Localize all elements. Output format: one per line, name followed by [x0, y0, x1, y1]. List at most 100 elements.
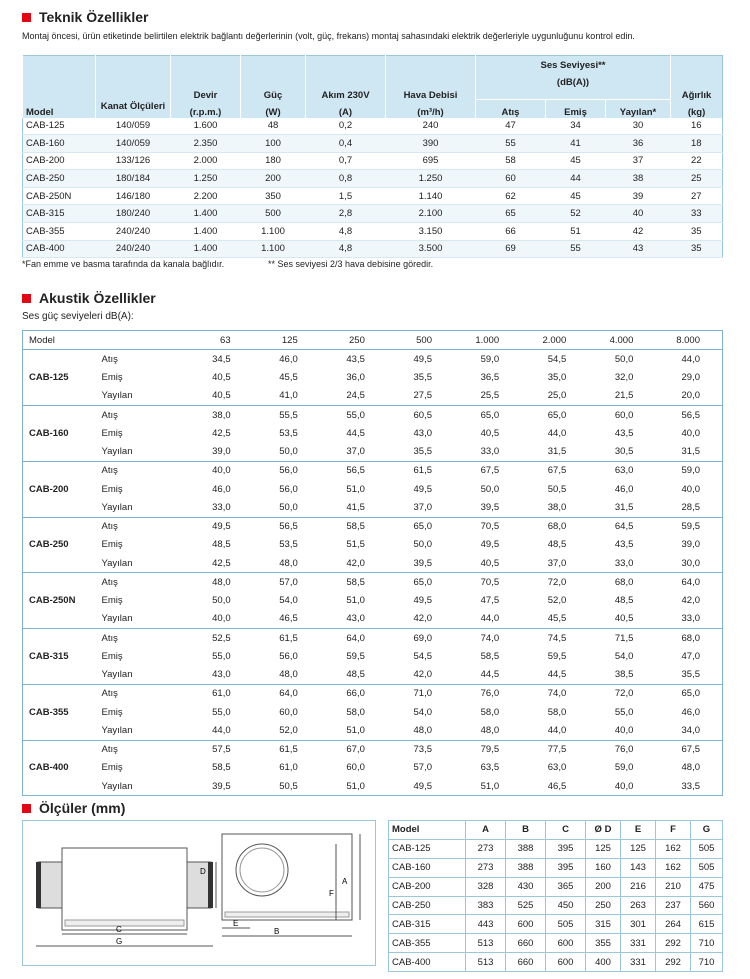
cell: 33,0 [480, 446, 500, 458]
cell: 37,0 [346, 446, 365, 458]
cell: 62 [475, 187, 546, 206]
cell: 42 [605, 222, 671, 241]
cell: 20,0 [681, 390, 701, 402]
tech-table: Model Kanat Ölçüleri Devir (r.p.m.) Güç (W) Ak… [22, 55, 724, 259]
cell: 58 [475, 152, 546, 171]
data-row: CAB-200 Atış 40,0 56,0 56,5 61,5 67,5 67,5 63,0 5… [22, 460, 723, 517]
data-row: Yayılan 40,5 41,0 24,5 27,5 25,5 25,0 21,5 20,0 [23, 387, 723, 406]
cell: 35 [670, 240, 723, 259]
cell: 58,5 [319, 516, 387, 536]
cell: 51,0 [346, 780, 365, 792]
cell: 1.140 [385, 187, 476, 206]
header-text: (r.p.m.) [189, 106, 222, 118]
cell: 39,0 [212, 446, 231, 458]
cell: 55,0 [319, 405, 387, 425]
cell: 31,5 [614, 501, 634, 513]
cell: 36,0 [346, 372, 365, 384]
cell: 70,5 [454, 572, 522, 592]
cell: 35,5 [681, 669, 701, 681]
data-row: Emiş 58,5 61,0 60,0 57,0 63,5 63,0 59,0 48,0 [23, 759, 723, 777]
row-label: Atış [95, 516, 186, 536]
acoustic-table: Model 63 125 250 500 1.000 2.000 4.000 8.000 CAB-… [22, 330, 723, 797]
cell: CAB-200 [388, 876, 466, 897]
cell: CAB-250 [388, 895, 466, 916]
cell: 66,0 [319, 683, 387, 703]
dim-label: F [329, 889, 334, 898]
cell: 273 [465, 838, 506, 859]
cell: 200 [240, 169, 306, 188]
data-row: CAB-315 443 600 505 315 301 264 615 [388, 914, 723, 935]
cell: 44,0 [681, 353, 701, 365]
data-row: CAB-125 140/059 1.600 48 0,2 240 47 34 30 16 [22, 117, 723, 136]
header-text: Devir [193, 89, 218, 101]
cell: 67,0 [319, 739, 387, 759]
cell: 60,0 [588, 405, 656, 425]
title: Akustik Özellikler [39, 290, 156, 306]
data-row: CAB-355 Atış 61,0 64,0 66,0 71,0 76,0 74,0 72,0 6… [22, 683, 723, 740]
cell: 57,0 [413, 762, 433, 774]
data-row: Yayılan 40,0 46,5 43,0 42,0 44,0 45,5 40,5 33,0 [23, 610, 723, 629]
cell: 43,0 [346, 613, 365, 625]
cell: 74,0 [521, 683, 589, 703]
cell: 45,5 [547, 613, 567, 625]
cell: 38,5 [614, 669, 634, 681]
cell: 65,0 [386, 516, 454, 536]
cell: 1.250 [385, 169, 476, 188]
cell: 22 [670, 152, 723, 171]
cell: CAB-355 [388, 933, 466, 954]
cell: 1.400 [170, 222, 241, 241]
cell: 42,0 [681, 595, 701, 607]
cell: 2.200 [170, 187, 241, 206]
model-cell: CAB-250 [22, 516, 96, 573]
cell: 35,5 [413, 372, 433, 384]
cell: 355 [585, 933, 621, 954]
cell: 45 [545, 152, 606, 171]
cell: 395 [545, 838, 586, 859]
cell: 33,5 [681, 780, 701, 792]
cell: 505 [545, 914, 586, 935]
cell: 35 [670, 222, 723, 241]
cell: 77,5 [521, 739, 589, 759]
cell: 40,5 [480, 427, 500, 439]
header-cell: Ağırlık (kg) [670, 55, 723, 118]
cell: 65,0 [386, 572, 454, 592]
header-text: Hava Debisi [403, 89, 458, 101]
cell: 18 [670, 134, 723, 153]
header-cell: C [545, 820, 586, 840]
cell: 200 [585, 876, 621, 897]
cell: 43,5 [614, 539, 634, 551]
cell: 37 [605, 152, 671, 171]
cell: CAB-400 [388, 952, 466, 973]
cell: 39,5 [212, 780, 231, 792]
cell: 69,0 [386, 628, 454, 648]
cell: 0,8 [305, 169, 386, 188]
header-cell: Yayılan* [604, 99, 671, 118]
cell: 68,0 [588, 572, 656, 592]
row-label: Yayılan [101, 669, 133, 681]
model-cell: CAB-250N [22, 572, 96, 629]
cell: 56,5 [319, 460, 387, 480]
cell: 710 [690, 933, 723, 954]
data-row: Yayılan 42,5 48,0 42,0 39,5 40,5 37,0 33,0 30,0 [23, 554, 723, 573]
header-cell: Ses Seviyesi** (dB(A)) [474, 55, 671, 100]
cell: 67,5 [521, 460, 589, 480]
data-row: CAB-160 140/059 2.350 100 0,4 390 55 41 36 18 [22, 134, 723, 153]
model-cell: CAB-355 [22, 683, 96, 740]
cell: 33,0 [681, 613, 701, 625]
cell: CAB-315 [388, 914, 466, 935]
header-cell: Atış [475, 99, 546, 118]
cell: 65,0 [655, 683, 723, 703]
cell: 695 [385, 152, 476, 171]
cell: 47 [475, 117, 546, 136]
header-cell: 63 [185, 330, 253, 351]
cell: 33,0 [212, 501, 231, 513]
row-label: Atış [95, 460, 186, 480]
data-row: CAB-355 240/240 1.400 1.100 4,8 3.150 66 51 42 35 [22, 222, 723, 241]
row-label: Emiş [101, 483, 123, 495]
cell: 61,5 [252, 739, 320, 759]
cell: 180/240 [95, 204, 171, 224]
duct-left [37, 861, 63, 909]
data-row: CAB-400 513 660 600 400 331 292 710 [388, 952, 723, 973]
data-row: CAB-250N 146/180 2.200 350 1,5 1.140 62 45 39 27 [22, 187, 723, 206]
cell: 505 [690, 857, 723, 878]
